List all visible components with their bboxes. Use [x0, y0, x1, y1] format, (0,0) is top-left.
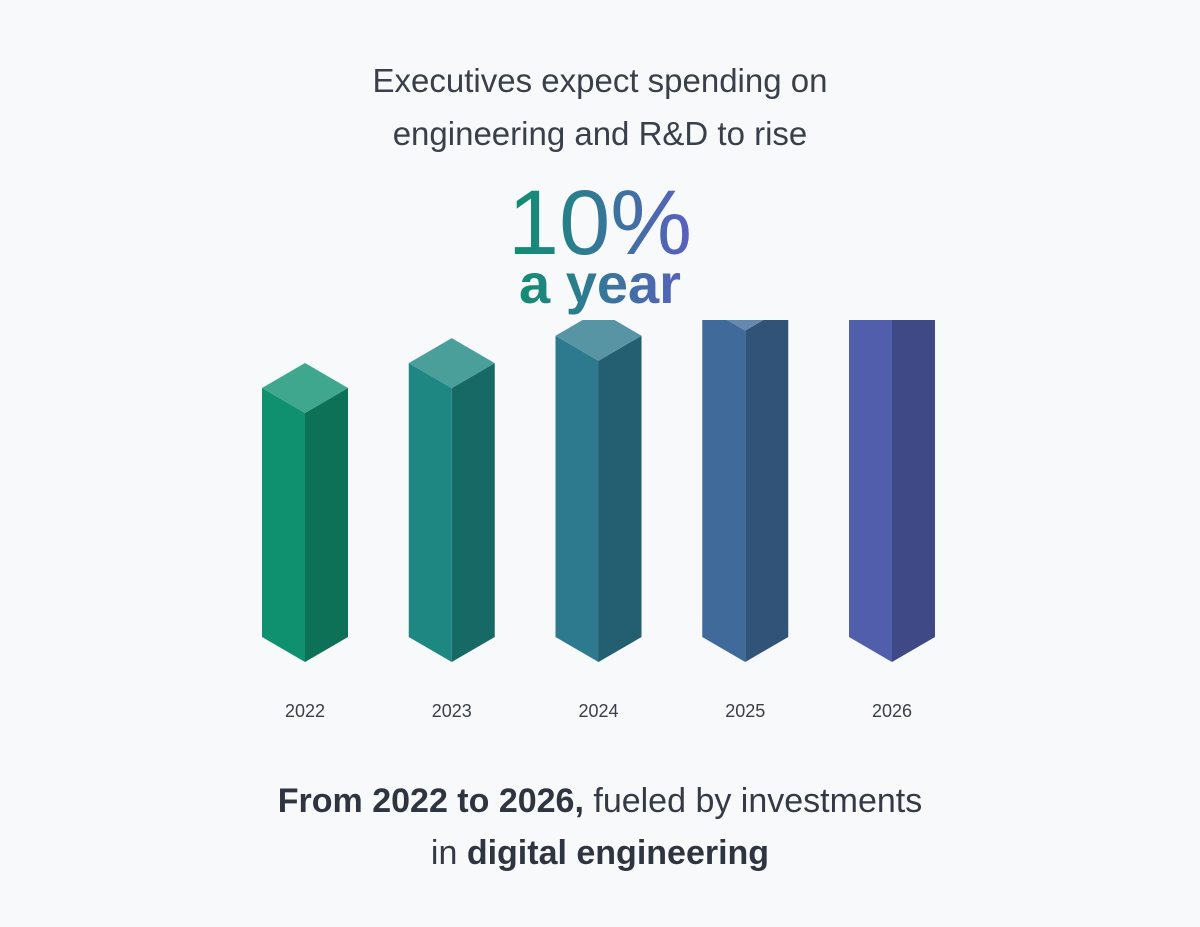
- bar-right-face: [305, 388, 348, 662]
- x-tick-label: 2023: [432, 701, 472, 721]
- growth-stat: 10% a year: [508, 172, 692, 315]
- bar-left-face: [849, 320, 892, 662]
- bar-top-face: [727, 320, 764, 331]
- bar-top-face: [262, 363, 348, 413]
- bar-right-face: [892, 320, 935, 662]
- bar-left-face: [262, 388, 305, 662]
- bar-2025: [702, 320, 789, 662]
- growth-stat-unit: a year: [519, 252, 681, 315]
- spending-bar-chart: 2022 2023 2024 2025 2026: [262, 320, 935, 721]
- bar-left-face: [408, 363, 452, 662]
- footer-line-1: From 2022 to 2026, fueled by investments: [0, 775, 1200, 827]
- x-tick-label: 2025: [725, 701, 765, 721]
- footer-caption: From 2022 to 2026, fueled by investments…: [0, 775, 1200, 879]
- bar-right-face: [598, 335, 642, 662]
- bar-left-face: [702, 320, 746, 662]
- bar-top-face: [555, 320, 642, 361]
- headline-line-2: engineering and R&D to rise: [392, 115, 808, 152]
- bar-2024: [555, 320, 642, 662]
- footer-line-1-rest: fueled by investments: [583, 782, 923, 820]
- bar-left-face: [555, 335, 599, 662]
- bar-2026: [849, 320, 935, 662]
- growth-stat-value: 10%: [508, 172, 692, 274]
- bar-top-face: [408, 338, 495, 389]
- headline-line-1: Executives expect spending on: [372, 62, 828, 99]
- headline: Executives expect spending on engineerin…: [0, 54, 1200, 160]
- footer-line-2-lead: in: [430, 834, 467, 872]
- footer-period: From 2022 to 2026,: [277, 782, 584, 820]
- bar-2023: [408, 338, 495, 662]
- x-tick-label: 2026: [872, 701, 912, 721]
- footer-focus: digital engineering: [466, 834, 770, 872]
- x-tick-label: 2024: [578, 701, 618, 721]
- bar-right-face: [745, 320, 789, 662]
- bar-right-face: [451, 363, 495, 662]
- x-tick-label: 2022: [285, 701, 325, 721]
- footer-line-2: in digital engineering: [0, 827, 1200, 879]
- bar-2022: [262, 363, 348, 662]
